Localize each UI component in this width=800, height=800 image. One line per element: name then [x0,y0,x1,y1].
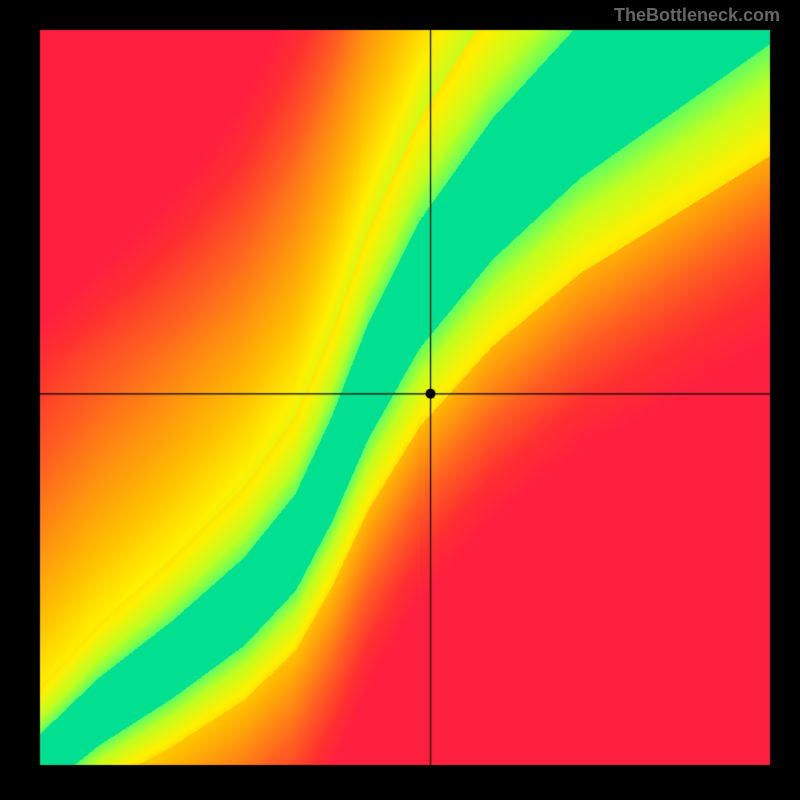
chart-container: TheBottleneck.com [0,0,800,800]
watermark-text: TheBottleneck.com [614,5,780,26]
bottleneck-heatmap [0,0,800,800]
